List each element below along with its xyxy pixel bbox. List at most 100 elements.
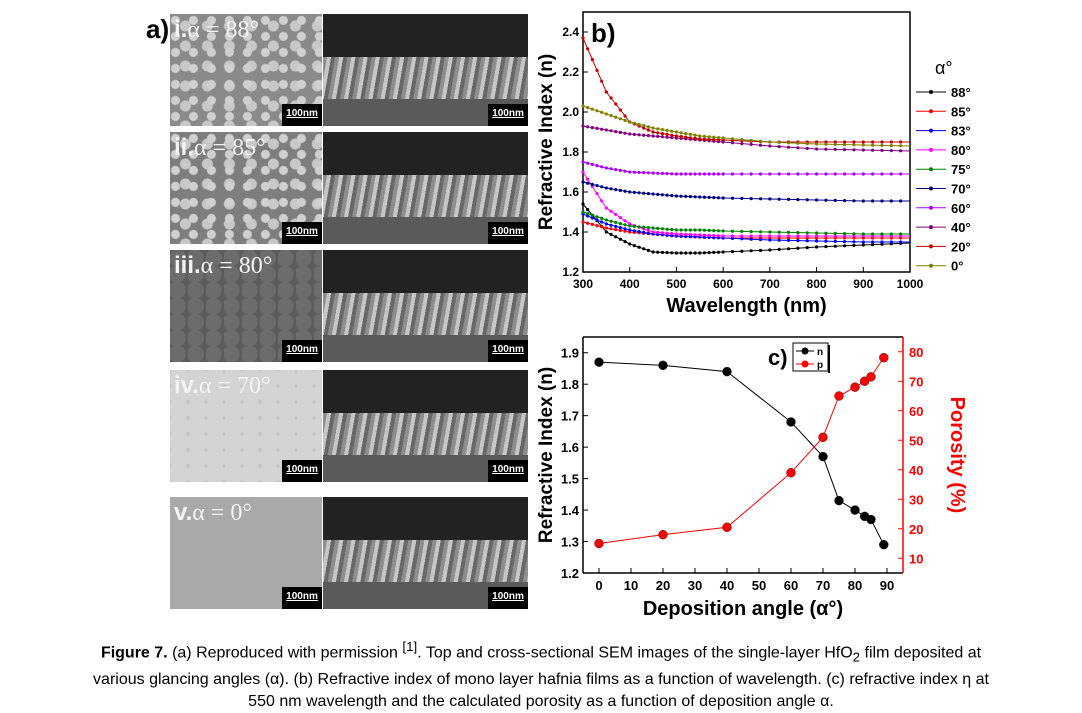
data-point [702,134,707,138]
data-point [684,228,688,232]
legend-marker [929,90,933,94]
data-point [632,244,636,248]
data-point [581,180,585,184]
data-point-p [850,382,860,392]
legend-marker [929,186,933,191]
data-point [670,136,674,140]
data-point [614,220,618,224]
legend-label: 88° [951,85,971,100]
data-point [609,96,613,100]
data-point [665,231,669,235]
data-point [586,161,590,165]
data-point [679,131,683,135]
data-point [679,228,683,232]
data-point [670,251,674,255]
x-tick-label: 600 [713,277,733,291]
data-point [623,131,627,135]
data-point [609,129,613,133]
data-point [758,197,763,201]
data-point [684,232,688,236]
data-point [688,251,693,255]
data-point [796,234,800,238]
sem-angle-label: ii.α = 85° [174,134,266,162]
x-tick-label: 20 [656,578,670,593]
y-tick-label: 1.5 [561,472,579,487]
data-point [660,135,665,139]
data-point [843,234,847,238]
x-tick-label: 60 [784,578,798,593]
y-tick-label: 1.6 [562,185,579,199]
data-point [833,231,837,235]
x-tick-label: 90 [880,578,894,593]
data-point [581,160,585,164]
data-point [721,196,725,200]
data-point-n [818,451,828,462]
sem-top-view-image: ii.α = 85° 100nm [170,132,322,244]
data-point [581,210,585,214]
data-point [758,172,763,176]
legend-label: 20° [951,239,971,254]
data-point [833,172,837,176]
data-point [712,250,716,254]
data-point [688,228,693,232]
data-point [684,132,688,136]
data-point [614,188,618,192]
data-point [768,248,772,252]
scale-bar: 100nm [488,222,528,244]
y-tick-label: 1.7 [561,409,579,424]
data-point [814,147,819,151]
data-point [595,184,599,188]
data-point [618,237,622,241]
data-point [749,249,753,253]
data-point [674,194,679,198]
caption-line-3: 550 nm wavelength and the calculated por… [248,692,834,710]
data-point [777,230,781,234]
sem-roman-numeral: iv. [174,372,199,399]
x-tick-label: 900 [853,277,873,291]
sem-roman-numeral: i. [174,16,188,43]
sem-row: i.α = 88° 100nm 100nm [170,14,528,126]
data-point [581,124,585,128]
data-point [712,172,716,176]
data-point [880,143,884,147]
data-point [777,234,781,238]
data-point [679,251,683,255]
data-point [693,172,697,176]
data-point [581,36,585,40]
data-point [646,128,650,132]
data-point [871,143,875,147]
data-point [618,117,622,121]
data-point [814,142,819,146]
data-point [614,102,618,106]
data-point [618,226,622,230]
film-layer [323,56,528,100]
data-point [861,172,865,176]
data-point [595,109,599,113]
data-point [618,168,622,172]
data-point [824,245,828,249]
series-line-70° [582,181,910,202]
data-point [852,232,856,236]
x-tick-label: 30 [688,578,702,593]
data-point [843,143,847,147]
data-point [824,198,828,202]
data-point [581,202,585,206]
panel-b-label: b) [591,18,616,48]
legend-marker [929,225,933,230]
legend-marker [929,205,933,210]
data-point [861,143,865,147]
data-point [656,250,660,254]
caption-text: (a) Reproduced with permission [167,644,403,662]
y2-axis-label: Porosity (%) [946,397,968,514]
data-point [749,237,753,241]
data-point [688,172,693,176]
data-point [702,233,707,237]
data-point [899,232,903,236]
data-point [698,233,702,237]
data-point [670,194,674,198]
data-point [628,228,632,232]
data-point [693,233,697,237]
legend-label: 60° [951,201,971,216]
data-point [805,231,809,235]
data-point [721,234,725,238]
